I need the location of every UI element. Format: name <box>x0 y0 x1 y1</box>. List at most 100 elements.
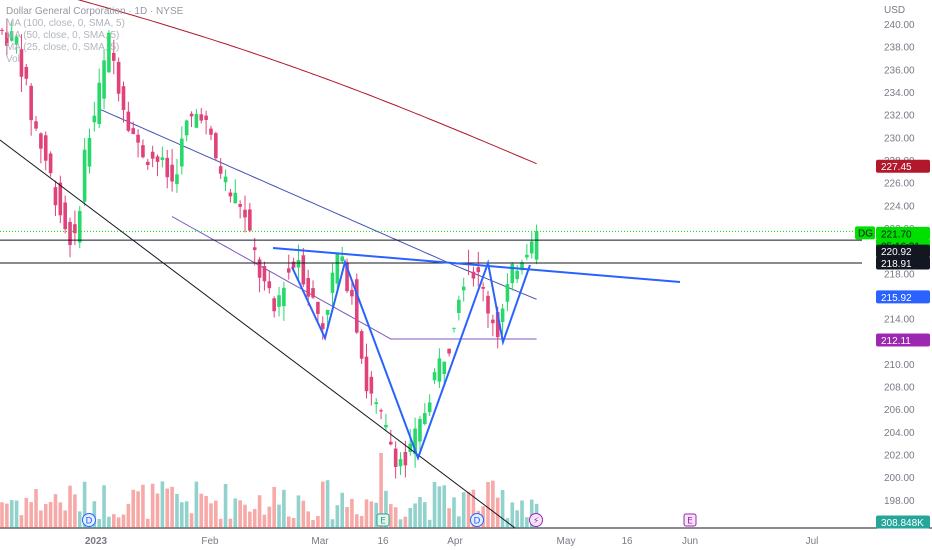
time-tick-label: Jun <box>682 536 698 547</box>
legend-title[interactable]: Dollar General Corporation · 1D · NYSE <box>6 6 184 17</box>
volume-bar <box>102 485 106 528</box>
candle-body <box>486 295 490 314</box>
candle-body <box>423 413 427 424</box>
volume-bar <box>413 503 417 528</box>
price-tick-label: 206.00 <box>884 405 915 416</box>
candle-body <box>481 287 485 289</box>
volume-bar <box>500 489 505 528</box>
candle-body <box>29 85 33 121</box>
time-tick-label: 2023 <box>85 536 108 547</box>
volume-bar <box>369 501 374 528</box>
volume-bar <box>131 489 136 528</box>
volume-bar <box>345 506 349 528</box>
candle-body <box>0 29 4 31</box>
candle-body <box>48 153 53 174</box>
candle-body <box>160 157 165 160</box>
price-tick-label: 210.00 <box>884 360 915 371</box>
price-tick-label: 226.00 <box>884 179 915 190</box>
volume-bar <box>282 489 286 528</box>
volume-bar <box>146 518 150 528</box>
candle-body <box>296 260 301 268</box>
legend-ma25[interactable]: MA (25, close, 0, SMA, 5) <box>6 42 120 53</box>
candle-body <box>379 410 383 412</box>
price-tick-label: 230.00 <box>884 133 915 144</box>
volume-bar <box>374 502 379 528</box>
candle-body <box>68 221 72 246</box>
candle-body <box>214 133 218 159</box>
candle-body <box>262 266 267 282</box>
legend-ma50[interactable]: MA (50, close, 0, SMA, 5) <box>6 30 120 41</box>
price-axis-bg <box>862 0 932 550</box>
volume-bar <box>116 517 121 528</box>
volume-bar <box>520 500 524 528</box>
volume-bar <box>111 514 116 528</box>
candle-body <box>131 128 136 135</box>
candle-body <box>452 327 456 329</box>
volume-bar <box>214 500 218 528</box>
candle-body <box>471 271 476 279</box>
earnings-marker <box>683 513 697 527</box>
volume-bar <box>437 486 442 528</box>
volume-bar <box>150 483 155 528</box>
volume-bar <box>136 491 140 528</box>
earnings-marker-label: E <box>687 517 693 527</box>
dividend-marker-label: D <box>474 517 481 527</box>
volume-bar <box>63 510 67 528</box>
volume-bar <box>379 453 383 528</box>
candle-body <box>184 120 189 136</box>
volume-bar <box>525 517 529 528</box>
price-tick-label: 240.00 <box>884 20 915 31</box>
volume-bar <box>384 490 388 528</box>
volume-bar <box>107 516 111 528</box>
level1-price-tag: 220.92 <box>881 247 912 258</box>
candle-body <box>218 166 223 174</box>
earnings-marker <box>376 513 390 527</box>
volume-bar <box>223 483 228 528</box>
candle-body <box>223 176 228 183</box>
volume-bar <box>175 493 179 528</box>
volume-bar <box>29 502 33 528</box>
volume-bar <box>529 499 534 528</box>
volume-bar <box>24 497 29 528</box>
volume-bar <box>160 481 165 528</box>
candle-body <box>500 308 505 323</box>
candle-body <box>301 255 306 285</box>
dividend-marker-label: D <box>86 517 93 527</box>
candle-body <box>389 441 393 445</box>
candle-body <box>525 254 529 258</box>
volume-bar <box>301 500 306 528</box>
volume-bar <box>204 496 208 528</box>
volume-bar <box>277 504 281 528</box>
volume-tag-bg <box>876 515 930 529</box>
volume-bar <box>0 502 4 528</box>
candle-body <box>369 376 374 394</box>
candle-body <box>529 241 534 254</box>
volume-bar <box>335 505 340 528</box>
volume-bar <box>491 480 495 528</box>
volume-bar <box>389 504 393 528</box>
candle-body <box>165 157 170 178</box>
volume-bar <box>194 481 199 528</box>
volume-bar <box>189 513 194 528</box>
volume-tag: 308.848K <box>881 518 924 529</box>
ma25-line <box>171 216 537 340</box>
volume-bar <box>73 494 77 528</box>
price-tick-label: 198.00 <box>884 496 915 507</box>
candle-body <box>306 278 310 297</box>
candle-body <box>53 187 58 206</box>
candle-body <box>442 361 447 375</box>
legend-ma100[interactable]: MA (100, close, 0, SMA, 5) <box>6 18 125 29</box>
candle-body <box>189 113 194 117</box>
ma50-line <box>99 108 537 300</box>
volume-bar <box>457 516 461 528</box>
candle-body <box>461 286 466 291</box>
candle-body <box>491 319 495 324</box>
volume-bar <box>252 508 257 528</box>
legend-vol[interactable]: Vol <box>6 54 20 65</box>
candle-body <box>495 312 500 338</box>
volume-bar <box>306 511 310 528</box>
volume-bar <box>486 482 490 528</box>
volume-bar <box>82 481 87 528</box>
